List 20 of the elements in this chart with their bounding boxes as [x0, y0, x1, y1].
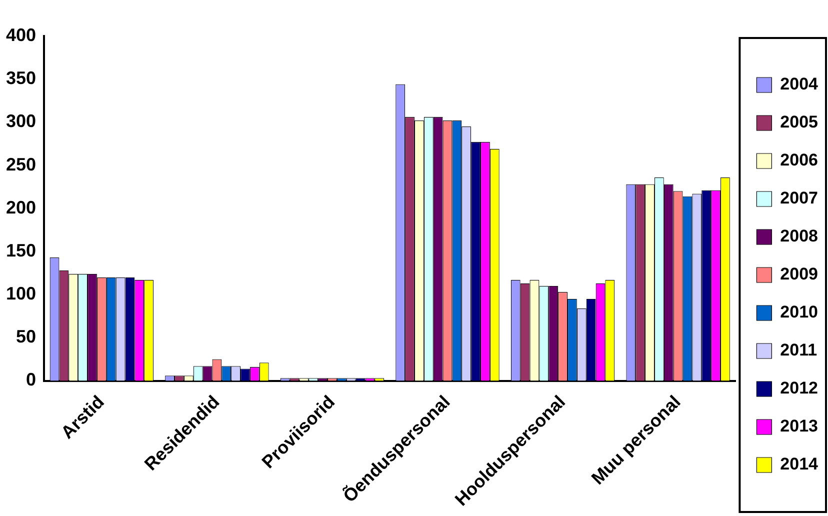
- y-tick-label: 0: [26, 370, 36, 390]
- y-tick-label: 350: [6, 68, 36, 88]
- legend-label: 2007: [780, 188, 818, 208]
- legend-label: 2012: [780, 378, 818, 398]
- legend-label: 2014: [780, 454, 819, 474]
- y-tick-label: 50: [16, 326, 36, 347]
- y-tick-label: 300: [6, 111, 36, 132]
- legend-label: 2009: [780, 264, 818, 284]
- y-tick-label: 200: [6, 197, 36, 218]
- y-tick-label: 150: [6, 240, 36, 260]
- legend-label: 2013: [780, 416, 818, 436]
- legend-label: 2004: [780, 74, 819, 94]
- legend-label: 2006: [780, 150, 818, 170]
- legend-label: 2010: [780, 302, 818, 322]
- legend-label: 2011: [780, 340, 818, 360]
- y-tick-label: 250: [6, 154, 36, 174]
- y-tick-label: 100: [6, 284, 36, 304]
- y-tick-label: 400: [6, 24, 36, 45]
- legend-label: 2005: [780, 112, 818, 132]
- legend-label: 2008: [780, 226, 818, 246]
